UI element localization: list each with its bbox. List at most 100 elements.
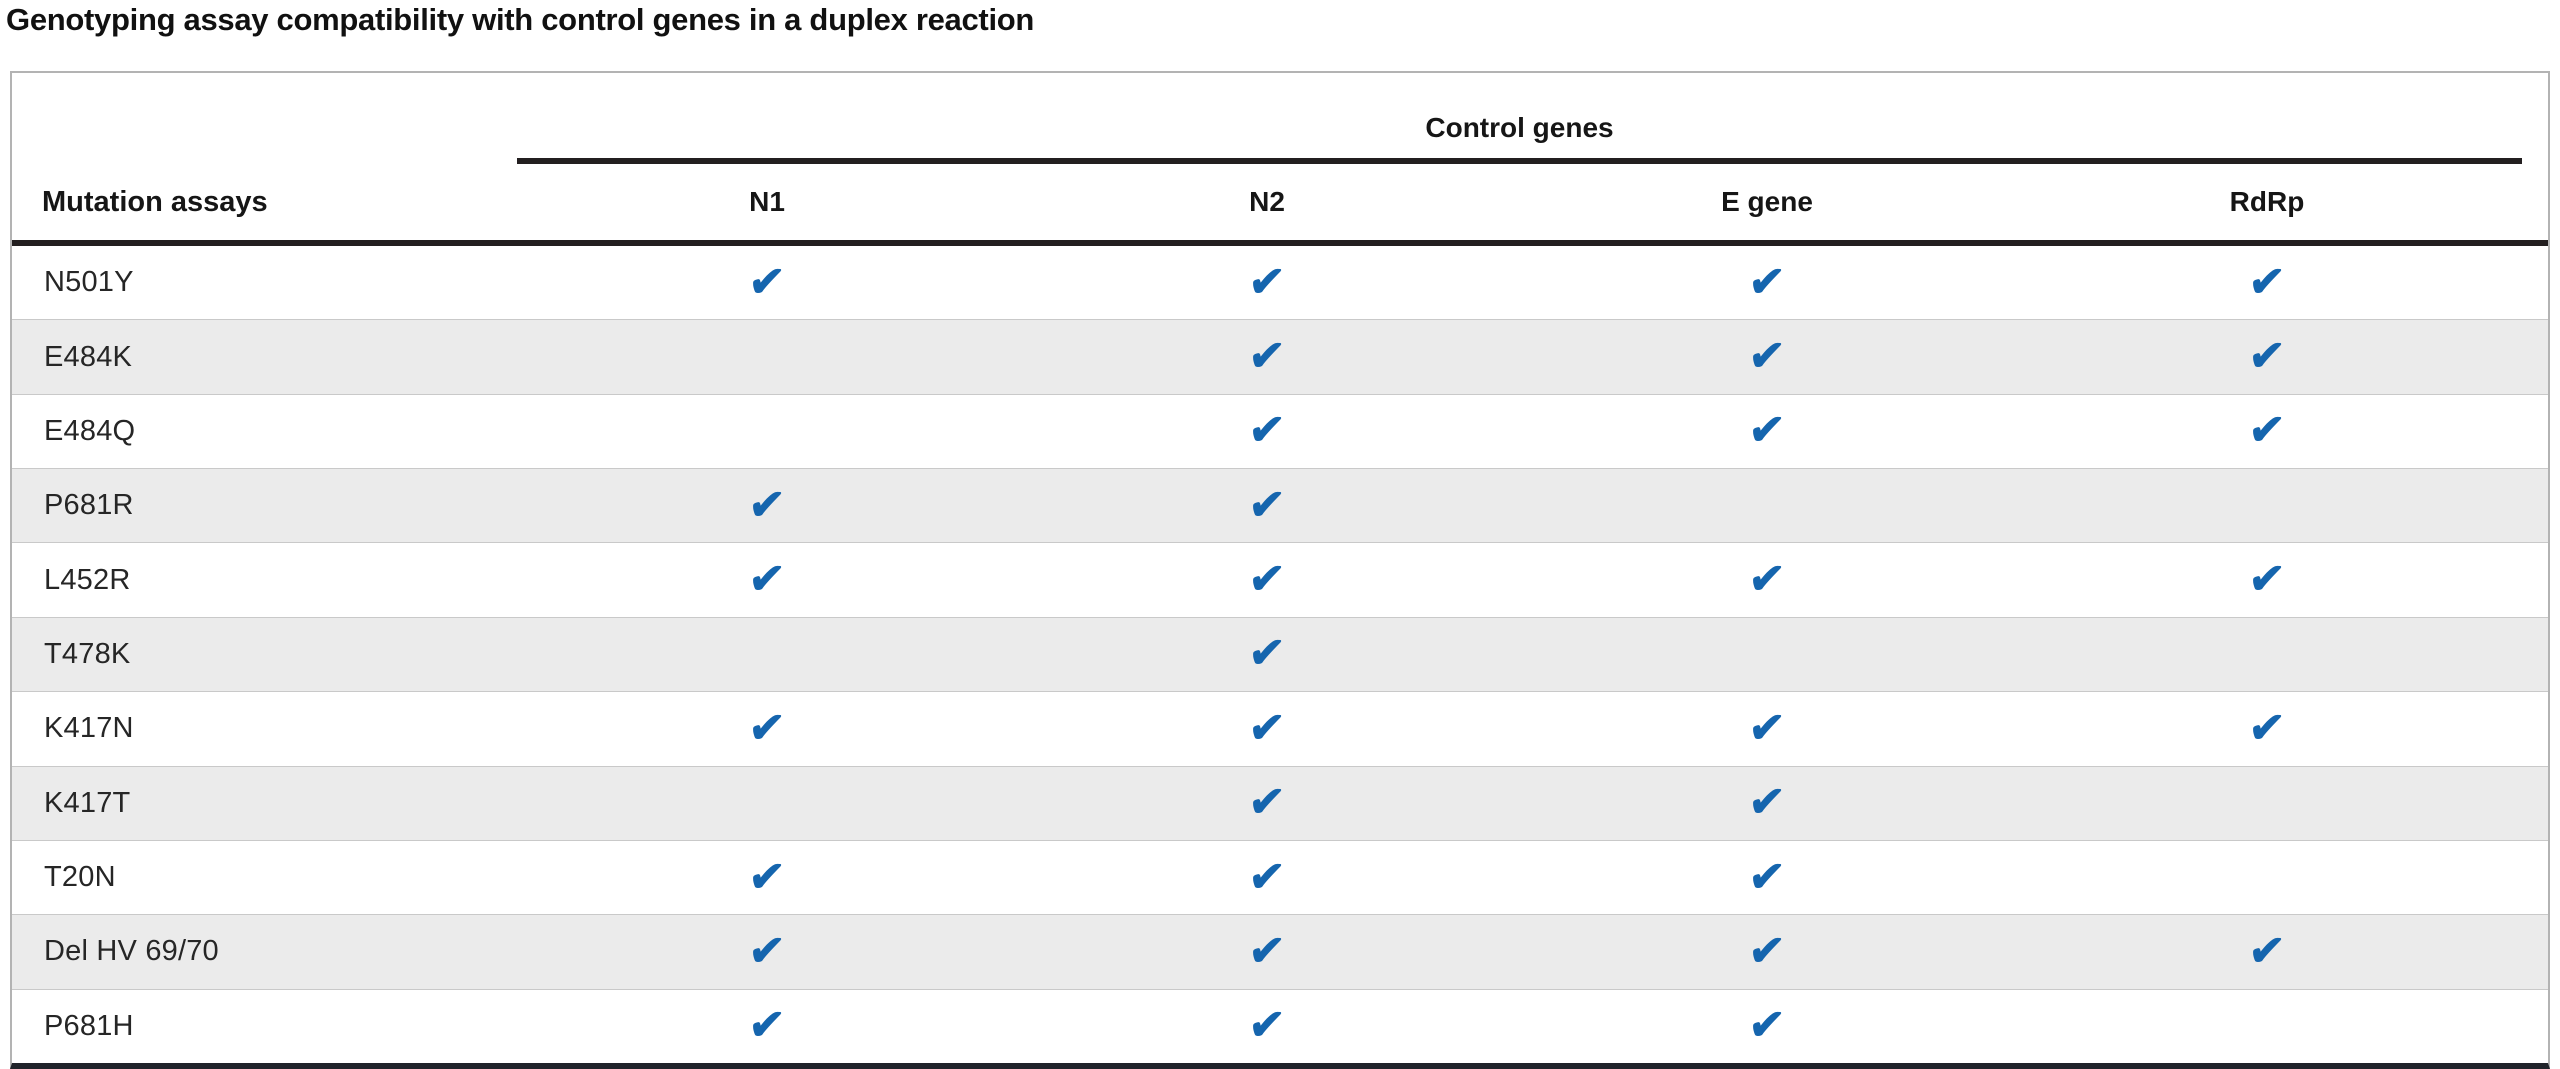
assay-label: P681H	[44, 1009, 134, 1042]
check-cell-e-gene: ✔	[1517, 555, 2017, 603]
table-row: T20N ✔ ✔ ✔	[12, 840, 2548, 915]
check-cell-n1	[517, 781, 1017, 825]
check-cell-n1: ✔	[517, 703, 1017, 751]
table-row: P681H ✔ ✔ ✔	[12, 989, 2548, 1063]
check-cell-n1	[517, 335, 1017, 379]
check-cell-n1: ✔	[517, 555, 1017, 603]
check-cell-rdrp: ✔	[2017, 406, 2517, 454]
check-cell-rdrp: ✔	[2017, 332, 2517, 380]
check-cell-e-gene: ✔	[1517, 257, 2017, 305]
check-icon: ✔	[1246, 406, 1288, 454]
check-icon: ✔	[1246, 629, 1288, 677]
check-cell-e-gene: ✔	[1517, 406, 2017, 454]
check-icon: ✔	[1746, 257, 1788, 305]
check-icon: ✔	[1246, 926, 1288, 974]
check-cell-n2: ✔	[1017, 332, 1517, 380]
column-header-n1: N1	[749, 186, 785, 217]
check-cell-e-gene: ✔	[1517, 1001, 2017, 1048]
column-header-e-gene: E gene	[1721, 186, 1813, 217]
check-icon: ✔	[1746, 332, 1788, 380]
check-cell-n1	[517, 632, 1017, 676]
check-icon: ✔	[1746, 778, 1788, 826]
check-cell-rdrp: ✔	[2017, 257, 2517, 305]
check-icon: ✔	[1746, 406, 1788, 454]
check-cell-n2: ✔	[1017, 926, 1517, 974]
check-cell-n2: ✔	[1017, 629, 1517, 677]
check-cell-n1: ✔	[517, 852, 1017, 900]
check-cell-rdrp	[2017, 1004, 2517, 1048]
check-cell-n2: ✔	[1017, 703, 1517, 751]
assay-label: Del HV 69/70	[44, 935, 219, 968]
table-row: K417N ✔ ✔ ✔ ✔	[12, 692, 2548, 766]
check-icon: ✔	[746, 1001, 788, 1049]
page-title: Genotyping assay compatibility with cont…	[6, 2, 1035, 37]
column-header-n2: N2	[1249, 186, 1285, 217]
check-cell-e-gene	[1517, 484, 2017, 528]
table-row: E484Q ✔ ✔ ✔	[12, 394, 2548, 469]
check-cell-e-gene: ✔	[1517, 703, 2017, 751]
assay-label: T478K	[44, 637, 131, 670]
check-icon: ✔	[1746, 703, 1788, 751]
check-icon: ✔	[746, 257, 788, 305]
check-cell-e-gene: ✔	[1517, 926, 2017, 974]
check-icon: ✔	[1246, 480, 1288, 528]
check-cell-n2: ✔	[1017, 480, 1517, 528]
check-icon: ✔	[1246, 778, 1288, 826]
check-cell-e-gene: ✔	[1517, 332, 2017, 380]
check-icon: ✔	[746, 926, 788, 974]
check-cell-e-gene: ✔	[1517, 778, 2017, 826]
check-icon: ✔	[1746, 555, 1788, 603]
check-cell-n2: ✔	[1017, 555, 1517, 603]
assay-label: T20N	[44, 861, 116, 894]
compatibility-table: Control genes Mutation assays N1 N2 E ge…	[10, 71, 2550, 1069]
assay-label: N501Y	[44, 266, 134, 299]
assay-label: P681R	[44, 489, 134, 522]
check-icon: ✔	[746, 480, 788, 528]
check-cell-rdrp	[2017, 856, 2517, 900]
control-genes-underline	[517, 158, 2522, 164]
check-icon: ✔	[1746, 852, 1788, 900]
check-icon: ✔	[2246, 257, 2288, 305]
check-icon: ✔	[1246, 257, 1288, 305]
table-row: T478K ✔	[12, 616, 2548, 693]
check-icon: ✔	[1246, 555, 1288, 603]
control-genes-group-row: Control genes	[12, 73, 2548, 164]
table-row: P681R ✔ ✔	[12, 468, 2548, 544]
check-icon: ✔	[1246, 332, 1288, 380]
column-header-rdrp: RdRp	[2229, 186, 2305, 217]
check-icon: ✔	[2246, 406, 2288, 454]
check-icon: ✔	[746, 555, 788, 603]
check-cell-n1	[517, 409, 1017, 453]
check-cell-n1: ✔	[517, 480, 1017, 528]
check-cell-n2: ✔	[1017, 1001, 1517, 1048]
assay-label: K417T	[44, 786, 131, 819]
check-cell-n1: ✔	[517, 257, 1017, 305]
check-cell-rdrp	[2017, 484, 2517, 528]
check-icon: ✔	[2246, 555, 2288, 603]
table-row: K417T ✔ ✔	[12, 765, 2548, 841]
table-row: N501Y ✔ ✔ ✔ ✔	[12, 246, 2548, 320]
check-icon: ✔	[2246, 332, 2288, 380]
check-cell-n1: ✔	[517, 1001, 1017, 1049]
assay-label: K417N	[44, 712, 134, 745]
check-cell-n2: ✔	[1017, 257, 1517, 305]
check-icon: ✔	[2246, 926, 2288, 974]
check-cell-rdrp: ✔	[2017, 555, 2517, 603]
check-cell-n1: ✔	[517, 926, 1017, 974]
check-icon: ✔	[1246, 852, 1288, 900]
column-header-row: Mutation assays N1 N2 E gene RdRp	[12, 164, 2548, 246]
assay-label: E484K	[44, 340, 133, 373]
assay-label: L452R	[44, 563, 131, 596]
check-cell-e-gene	[1517, 632, 2017, 676]
column-header-mutation-assays: Mutation assays	[42, 185, 268, 218]
check-cell-rdrp: ✔	[2017, 926, 2517, 974]
check-icon: ✔	[1246, 703, 1288, 751]
check-icon: ✔	[746, 852, 788, 900]
check-cell-e-gene: ✔	[1517, 852, 2017, 900]
check-icon: ✔	[746, 703, 788, 751]
table-row: Del HV 69/70 ✔ ✔ ✔ ✔	[12, 914, 2548, 990]
check-icon: ✔	[1746, 926, 1788, 974]
check-cell-rdrp	[2017, 781, 2517, 825]
assay-label: E484Q	[44, 414, 136, 447]
